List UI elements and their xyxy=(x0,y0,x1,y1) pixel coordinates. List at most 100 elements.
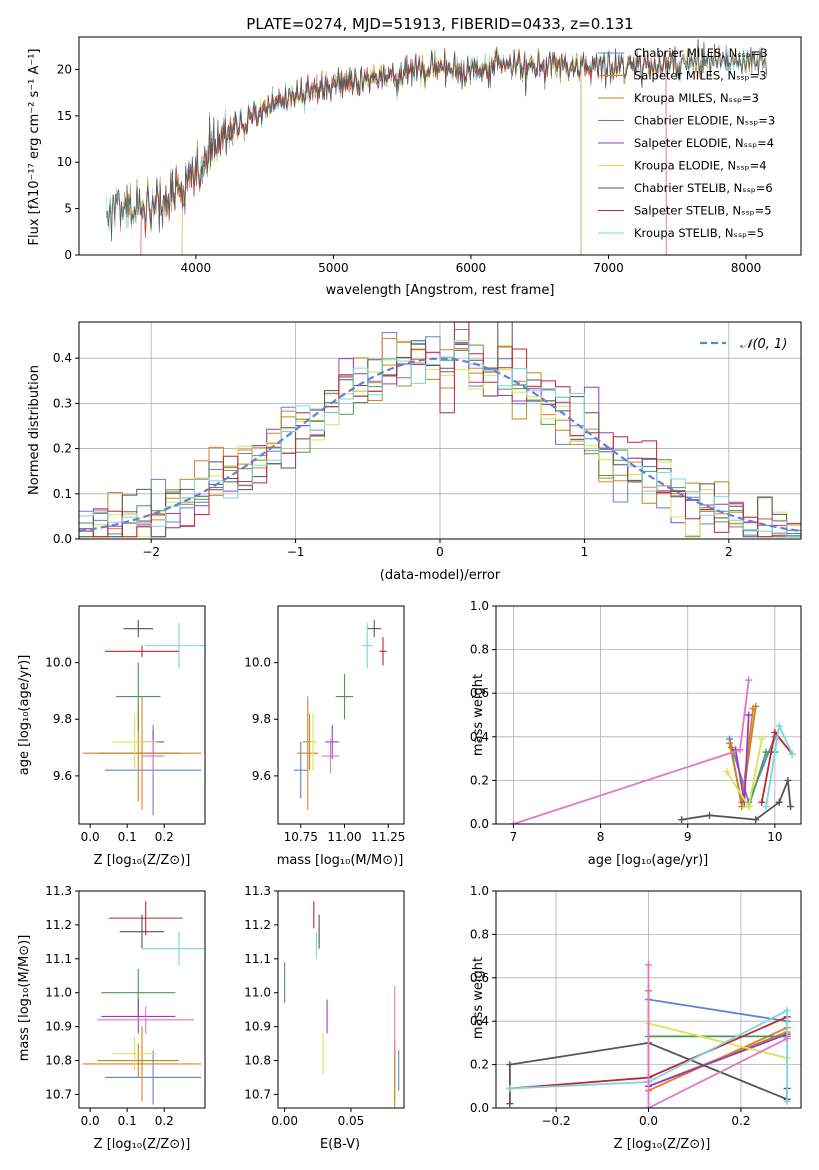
mass-weight-marker xyxy=(727,744,735,752)
mass-weight-marker xyxy=(758,798,766,806)
y-tick-label: 10.8 xyxy=(45,1054,72,1068)
y-tick-label: 0.2 xyxy=(470,1058,489,1072)
error-bar-point xyxy=(362,622,373,669)
mass-weight-marker xyxy=(783,1006,791,1014)
x-tick-label: 6000 xyxy=(456,261,487,275)
x-tick-label: 0.1 xyxy=(118,830,137,844)
mass-weight-marker xyxy=(784,776,792,784)
spectrum-series-line xyxy=(106,39,767,242)
mass-ebv-xlabel: E(B-V) xyxy=(320,1137,360,1152)
mass-weight-marker xyxy=(745,803,753,811)
legend-entry: Salpeter STELIB, Nₛₛₚ=5 xyxy=(634,204,772,218)
mass-vs-Z-points xyxy=(82,901,205,1105)
age-vs-mass-axes: 10.75 11.00 11.25 9.6 9.8 10.0 xyxy=(244,605,405,844)
mass-weight-marker xyxy=(645,1104,652,1108)
mass-weight-marker xyxy=(762,803,770,811)
mass-weight-marker xyxy=(783,1097,791,1105)
mass-weight-marker xyxy=(745,676,753,684)
age-mass-xlabel: mass [log₁₀(M/M⊙)] xyxy=(277,853,404,868)
legend-entry: Salpeter ELODIE, Nₛₛₚ=4 xyxy=(634,136,774,150)
error-bar-point xyxy=(108,901,183,936)
mass-vs-Z-frame xyxy=(78,890,206,1109)
mass-weight-marker xyxy=(645,961,652,969)
age-z-xlabel: Z [log₁₀(Z/Z⊙)] xyxy=(94,853,191,868)
mass-z-xlabel: Z [log₁₀(Z/Z⊙)] xyxy=(94,1137,191,1152)
legend-entry: Chabrier STELIB, Nₛₛₚ=6 xyxy=(634,181,773,195)
spectrum-axes: 4000 5000 6000 7000 8000 0 5 10 15 20 Chabrier MIL… xyxy=(57,36,802,275)
x-tick-label: 11.25 xyxy=(371,830,405,844)
x-tick-label: 8000 xyxy=(731,261,762,275)
y-tick-label: 0.4 xyxy=(470,1014,489,1028)
spectrum-ylabel: Flux [fλ10⁻¹⁷ erg cm⁻² s⁻¹ A⁻¹] xyxy=(27,49,42,246)
mass-weight-vs-Z-lines xyxy=(506,961,791,1108)
y-tick-label: 0.6 xyxy=(470,971,489,985)
legend-entry: Chabrier ELODIE, Nₛₛₚ=3 xyxy=(634,114,775,128)
mw-z-xlabel: Z [log₁₀(Z/Z⊙)] xyxy=(614,1137,711,1152)
y-tick-label: 11.0 xyxy=(244,986,271,1000)
histogram-series-line xyxy=(79,329,801,537)
mass-weight-vs-age-axes: 7 8 9 10 0.0 0.2 0.4 0.6 0.8 1.0 xyxy=(470,599,802,844)
y-tick-label: 10.8 xyxy=(244,1054,271,1068)
mass-weight-marker xyxy=(723,768,731,776)
mass-vs-EBV-axes: 0.00 0.05 10.7 10.8 10.9 11.0 11.1 11.2 11.3 xyxy=(244,884,405,1128)
y-tick-label: 0.2 xyxy=(53,442,72,456)
spectrum-series-line xyxy=(140,48,667,255)
mass-weight-marker xyxy=(506,1100,514,1108)
mass-vs-Z-axes: 0.0 0.1 0.2 10.7 10.8 10.9 11.0 11.1 11.2 11.3 xyxy=(45,884,206,1128)
x-tick-label: −1 xyxy=(287,545,305,559)
y-tick-label: 5 xyxy=(64,202,72,216)
mass-weight-marker xyxy=(771,728,779,736)
y-tick-label: 10.7 xyxy=(45,1087,72,1101)
spectrum-lines xyxy=(106,38,767,255)
x-tick-label: −0.2 xyxy=(542,1114,571,1128)
error-bar-point xyxy=(104,645,180,657)
x-tick-label: 9 xyxy=(684,830,692,844)
y-tick-label: 0.4 xyxy=(470,730,489,744)
mass-weight-marker xyxy=(762,748,770,756)
legend-entry: Kroupa ELODIE, Nₛₛₚ=4 xyxy=(634,159,767,173)
x-tick-label: 2 xyxy=(725,545,733,559)
y-tick-label: 0.3 xyxy=(53,396,72,410)
error-bar-point xyxy=(293,741,308,799)
x-tick-label: 7000 xyxy=(593,261,624,275)
error-bar-point xyxy=(97,1043,180,1078)
age-vs-Z-axes: 0.0 0.1 0.2 9.6 9.8 10.0 xyxy=(45,605,206,844)
mass-weight-line xyxy=(681,780,792,821)
mass-weight-marker xyxy=(678,816,686,824)
spectrum-frame xyxy=(78,36,802,256)
y-tick-label: 0.6 xyxy=(470,686,489,700)
x-tick-label: 0.00 xyxy=(271,1114,298,1128)
mass-weight-vs-Z-frame xyxy=(495,890,802,1109)
mw-age-xlabel: age [log₁₀(age/yr)] xyxy=(588,853,709,868)
normal-curve xyxy=(79,357,801,533)
x-tick-label: 1 xyxy=(581,545,589,559)
legend-entry: Kroupa MILES, Nₛₛₚ=3 xyxy=(634,91,759,105)
error-bar-point xyxy=(335,673,354,720)
y-tick-label: 0 xyxy=(64,248,72,262)
mass-vs-EBV-points xyxy=(284,901,400,1108)
spectrum-title: PLATE=0274, MJD=51913, FIBERID=0433, z=0… xyxy=(246,15,633,33)
mass-vs-EBV-frame xyxy=(277,890,405,1109)
histogram-lines xyxy=(79,322,801,538)
y-tick-label: 0.4 xyxy=(53,351,72,365)
histogram-series-line xyxy=(79,322,801,538)
x-tick-label: 8 xyxy=(597,830,605,844)
y-tick-label: 9.6 xyxy=(252,769,271,783)
y-tick-label: 11.2 xyxy=(45,918,72,932)
y-tick-label: 15 xyxy=(57,109,72,123)
error-bar-point xyxy=(101,999,176,1034)
x-tick-label: 4000 xyxy=(181,261,212,275)
y-tick-label: 0.0 xyxy=(470,817,489,831)
legend-entry: Chabrier MILES, Nₛₛₚ=3 xyxy=(634,46,768,60)
y-tick-label: 11.1 xyxy=(244,952,271,966)
mass-weight-marker xyxy=(706,811,713,819)
error-bar-point xyxy=(142,739,165,774)
x-tick-label: −2 xyxy=(142,545,160,559)
y-tick-label: 0.8 xyxy=(470,643,489,657)
error-bar-point xyxy=(321,739,340,774)
mass-weight-marker xyxy=(788,750,796,758)
y-tick-label: 10.0 xyxy=(45,656,72,670)
mass-weight-line xyxy=(513,679,750,824)
error-bar-point xyxy=(116,662,161,731)
